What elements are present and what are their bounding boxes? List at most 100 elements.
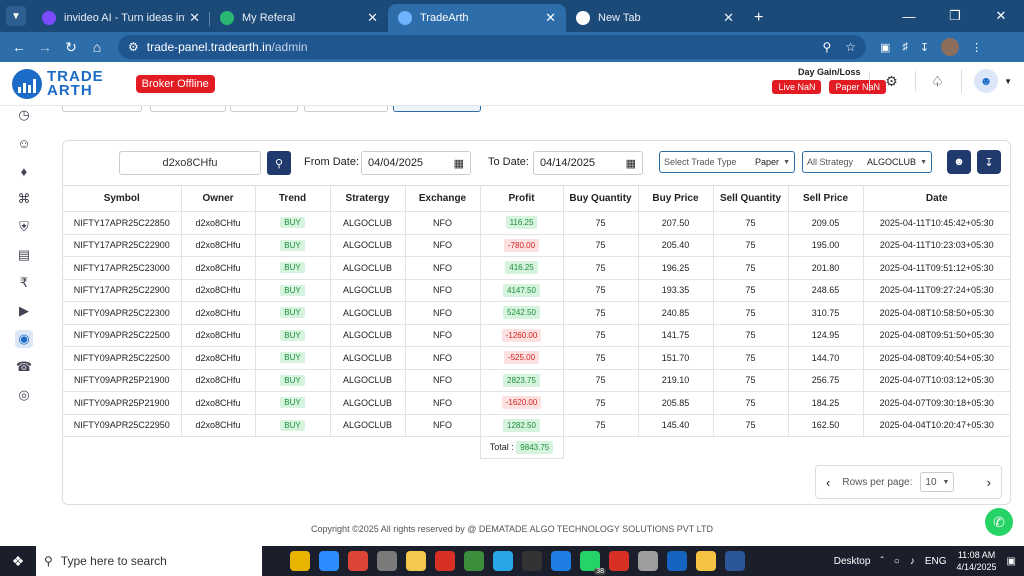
owner-search-input[interactable] [119,151,261,175]
column-header[interactable]: Buy Price [637,185,714,212]
from-date-input[interactable]: 04/04/2025 ▦ [361,151,471,175]
next-page-icon[interactable]: › [986,474,991,490]
column-header[interactable]: Owner [180,185,256,212]
restore-icon[interactable]: ❐ [949,8,961,23]
taskbar-search[interactable]: ⚲ Type here to search [36,546,262,576]
network-icon[interactable]: ○ [893,555,900,567]
close-tab-icon[interactable]: ✕ [723,10,734,25]
users-filter-button[interactable]: ☻ [947,150,971,174]
whatsapp-app-icon[interactable]: 38 [580,551,606,575]
paper-gain-badge[interactable]: Paper NaN [829,80,886,94]
user-menu[interactable]: ☻ ▼ [961,69,1012,93]
column-header[interactable]: Stratergy [329,185,406,212]
calendar-icon[interactable]: ▦ [453,157,464,170]
settings-gear-icon[interactable]: ⚙ [869,71,901,91]
column-header[interactable]: Profit [479,185,564,212]
chrome-profile-app-icon[interactable] [348,551,368,571]
account-circle-icon[interactable]: ◉ [15,330,33,348]
close-tab-icon[interactable]: ✕ [367,10,378,25]
chrome-active-app-icon[interactable] [464,551,484,571]
section-tab[interactable] [230,106,298,112]
table-row[interactable]: NIFTY17APR25C23000 d2xo8CHfu BUY ALGOCLUB NF… [63,256,1010,280]
section-tab-active[interactable] [393,106,481,112]
windows-start-icon[interactable]: ❖ [11,552,25,569]
broker-status-badge[interactable]: Broker Offline [135,74,215,93]
section-tab[interactable] [304,106,388,112]
table-row[interactable]: NIFTY09APR25P21900 d2xo8CHfu BUY ALGOCLUB NF… [63,391,1010,415]
bookmark-star-icon[interactable]: ☆ [845,40,856,54]
column-header[interactable]: Trend [254,185,331,212]
back-icon[interactable]: ← [12,39,26,55]
calculator-app-icon[interactable] [377,551,397,571]
calendar-icon[interactable]: ▦ [625,157,636,170]
column-header[interactable]: Exchange [404,185,481,212]
rows-per-page-select[interactable]: 10 ▼ [920,472,955,492]
address-bar[interactable]: ⚙ trade-panel.tradearth.in/admin ⚲ ☆ [118,35,866,59]
close-tab-icon[interactable]: ✕ [189,10,200,25]
anydesk-app-icon[interactable] [435,551,455,571]
zoom-app-icon[interactable] [319,551,339,571]
folder-icon[interactable]: ▤ [17,247,31,262]
browser-tab-newtab[interactable]: New Tab ✕ [566,4,744,32]
export-download-button[interactable]: ↧ [977,150,1001,174]
language-indicator[interactable]: ENG [924,555,947,567]
column-header[interactable]: Symbol [63,185,182,212]
volume-icon[interactable]: ♪ [909,555,915,567]
tradearth-logo[interactable]: TRADE ARTH [12,68,104,99]
table-row[interactable]: NIFTY09APR25C22500 d2xo8CHfu BUY ALGOCLUB NF… [63,346,1010,370]
strategy-icon[interactable]: ♦ [20,163,28,179]
live-gain-badge[interactable]: Live NaN [772,80,822,94]
anydesk2-app-icon[interactable] [609,551,629,571]
column-header[interactable]: Sell Price [787,185,864,212]
file-explorer-app-icon[interactable] [406,551,426,571]
whatsapp-chat-icon[interactable]: ✆ [985,508,1013,536]
prev-page-icon[interactable]: ‹ [826,474,831,490]
table-row[interactable]: NIFTY09APR25C22300 d2xo8CHfu BUY ALGOCLUB NF… [63,301,1010,325]
search-button[interactable]: ⚲ [267,151,291,175]
github-app-icon[interactable] [522,551,542,571]
menu-dots-icon[interactable]: ⋮ [971,41,983,54]
store-app-icon[interactable] [667,551,687,571]
site-info-icon[interactable]: ⚙ [128,40,139,54]
folder-app-icon[interactable] [696,551,716,571]
edge-app-icon[interactable] [551,551,571,571]
trade-type-select[interactable]: Select Trade Type Paper ▼ [659,151,795,173]
forward-icon[interactable]: → [38,39,52,55]
media-icon[interactable]: ▣ [880,41,891,54]
word-app-icon[interactable] [725,551,745,571]
paint-app-icon[interactable] [638,551,658,571]
section-tab[interactable] [150,106,226,112]
table-row[interactable]: NIFTY17APR25C22900 d2xo8CHfu BUY ALGOCLUB NF… [63,233,1010,257]
dashboard-icon[interactable]: ◷ [18,107,30,122]
table-row[interactable]: NIFTY09APR25C22500 d2xo8CHfu BUY ALGOCLUB NF… [63,323,1010,347]
column-header[interactable]: Sell Quantity [712,185,789,212]
desktop-label[interactable]: Desktop [833,555,871,567]
table-row[interactable]: NIFTY09APR25P21900 d2xo8CHfu BUY ALGOCLUB NF… [63,368,1010,392]
taskbar-clock[interactable]: 11:08 AM 4/14/2025 [957,549,997,573]
home-icon[interactable]: ⌂ [92,39,102,55]
table-row[interactable]: NIFTY09APR25C22950 d2xo8CHfu BUY ALGOCLUB NF… [63,413,1010,437]
tab-search-button[interactable]: ▼ [6,6,26,26]
browser-tab-invideo[interactable]: invideo AI - Turn ideas into vide ✕ [32,4,210,32]
notification-bell-icon[interactable]: ♤ [915,71,947,91]
new-tab-button[interactable]: + [754,9,764,26]
section-tab[interactable] [62,106,142,112]
command-icon[interactable]: ⌘ [17,191,31,206]
rupee-icon[interactable]: ₹ [19,275,29,290]
zoom-icon[interactable]: ⚲ [822,40,832,54]
table-row[interactable]: NIFTY17APR25C22850 d2xo8CHfu BUY ALGOCLUB NF… [63,211,1010,235]
close-tab-icon[interactable]: ✕ [545,10,556,25]
strategy-select[interactable]: All Strategy ALGOCLUB ▼ [802,151,932,173]
eye-icon[interactable]: ◎ [18,387,30,402]
column-header[interactable]: Date [862,185,1010,212]
phone-icon[interactable]: ☎ [15,359,33,374]
to-date-input[interactable]: 04/14/2025 ▦ [533,151,643,175]
extensions-icon[interactable]: ♯ [902,41,908,53]
tray-chevron-icon[interactable]: ˆ [880,555,884,567]
video-icon[interactable]: ▶ [19,303,29,318]
close-window-icon[interactable]: ✕ [995,8,1007,23]
download-icon[interactable]: ↧ [919,41,930,54]
user-icon[interactable]: ☺ [17,135,31,151]
telegram-app-icon[interactable] [493,551,513,571]
browser-tab-tradearth[interactable]: TradeArth ✕ [388,4,566,32]
